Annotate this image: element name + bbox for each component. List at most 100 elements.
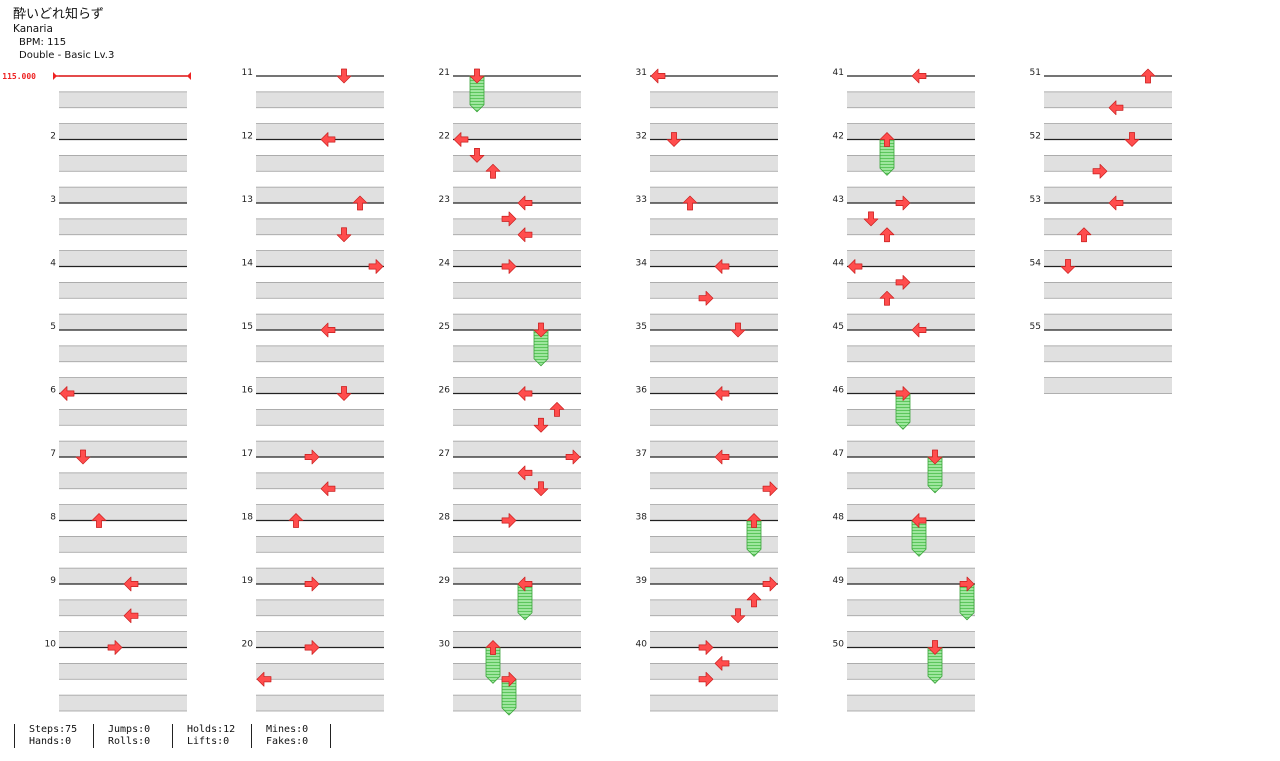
stat-value: Hands:0: [29, 736, 72, 747]
measure-54: 54: [1030, 259, 1172, 330]
measure-number: 20: [242, 640, 254, 650]
measure-5: 5: [50, 322, 187, 394]
measure-number: 50: [833, 640, 845, 650]
measure-number: 51: [1030, 68, 1041, 78]
chart-stats: Steps:75 Hands:0 Jumps:0 Rolls:0 Holds:12 Lif…: [14, 724, 331, 748]
measure-23: 23: [439, 195, 581, 267]
measure-53: 53: [1030, 195, 1172, 267]
beat-band: [1044, 377, 1172, 394]
measure-10: 10: [45, 640, 187, 712]
beat-band: [59, 599, 187, 616]
bpm-marker-right-icon: [187, 72, 191, 80]
beat-band: [847, 409, 975, 426]
measure-28: 28: [439, 513, 581, 584]
measure-55: 55: [1030, 322, 1172, 394]
arrow-left-icon: [650, 68, 666, 84]
beat-band: [650, 599, 778, 616]
arrow-right-icon: [304, 449, 320, 465]
beat-band: [453, 377, 581, 394]
song-bpm: BPM: 115: [19, 37, 67, 48]
arrow-down-icon: [863, 211, 879, 227]
beat-band: [453, 441, 581, 457]
measure-number: 53: [1030, 195, 1041, 205]
measure-number: 13: [242, 195, 253, 205]
arrow-left-icon: [517, 576, 533, 592]
measure-39: 39: [636, 576, 778, 648]
beat-band: [1044, 123, 1172, 140]
arrow-down-icon: [666, 132, 682, 147]
beat-band: [650, 218, 778, 235]
beat-band: [1044, 250, 1172, 267]
arrow-down-icon: [533, 322, 549, 338]
measure-number: 48: [833, 513, 845, 523]
measure-31: 31: [636, 68, 778, 140]
beat-band: [256, 599, 384, 616]
arrow-up-icon: [746, 592, 762, 608]
arrow-down-icon: [336, 386, 352, 401]
measure-number: 23: [439, 195, 450, 205]
beat-band: [256, 218, 384, 235]
measure-number: 41: [833, 68, 844, 78]
beat-band: [453, 218, 581, 235]
arrow-right-icon: [1092, 163, 1108, 179]
arrow-up-icon: [352, 195, 368, 211]
measure-number: 39: [636, 576, 648, 586]
arrow-up-icon: [288, 513, 304, 528]
arrow-left-icon: [453, 132, 469, 147]
arrow-down-icon: [336, 68, 352, 84]
arrow-left-icon: [517, 195, 533, 211]
measure-20: 20: [242, 640, 384, 712]
beat-band: [847, 218, 975, 235]
stat-value: Holds:12: [187, 724, 236, 735]
arrow-down-icon: [1124, 132, 1140, 147]
beat-band: [650, 409, 778, 426]
arrow-right-icon: [304, 576, 320, 592]
measure-14: 14: [242, 259, 384, 330]
measure-number: 25: [439, 322, 450, 332]
arrow-left-icon: [1108, 100, 1124, 116]
measure-29: 29: [439, 576, 581, 648]
stat-value: Steps:75: [29, 724, 78, 735]
beat-band: [59, 472, 187, 489]
measure-43: 43: [833, 195, 975, 267]
arrow-right-icon: [304, 640, 320, 655]
measure-17: 17: [242, 449, 384, 521]
arrow-left-icon: [517, 227, 533, 243]
measure-48: 48: [833, 513, 975, 584]
arrow-up-icon: [879, 290, 895, 306]
measure-34: 34: [636, 259, 778, 330]
beat-band: [847, 504, 975, 521]
beat-band: [650, 187, 778, 203]
measure-49: 49: [833, 576, 975, 648]
measure-number: 26: [439, 386, 451, 396]
measure-22: 22: [439, 132, 581, 203]
beat-band: [847, 536, 975, 553]
measure-19: 19: [242, 576, 384, 648]
stat-value: Mines:0: [266, 724, 309, 735]
beat-band: [453, 91, 581, 108]
arrow-left-icon: [847, 259, 863, 274]
measure-number: 47: [833, 449, 844, 459]
beat-band: [453, 568, 581, 584]
arrow-left-icon: [59, 386, 75, 401]
arrow-right-icon: [698, 640, 714, 655]
beat-band: [453, 314, 581, 330]
beat-band: [59, 155, 187, 172]
beat-band: [847, 441, 975, 457]
arrow-up-icon: [549, 402, 565, 417]
measure-number: 21: [439, 68, 450, 78]
measure-8: 8: [50, 513, 187, 584]
beat-band: [650, 695, 778, 711]
arrow-right-icon: [501, 513, 517, 528]
beat-band: [650, 472, 778, 489]
beat-band: [256, 250, 384, 267]
measure-number: 14: [242, 259, 254, 269]
beat-band: [847, 250, 975, 267]
beat-band: [256, 282, 384, 299]
measure-number: 9: [50, 576, 56, 586]
measure-47: 47: [833, 449, 975, 521]
beat-band: [453, 599, 581, 616]
arrow-up-icon: [1076, 227, 1092, 243]
measure-number: 42: [833, 132, 844, 142]
